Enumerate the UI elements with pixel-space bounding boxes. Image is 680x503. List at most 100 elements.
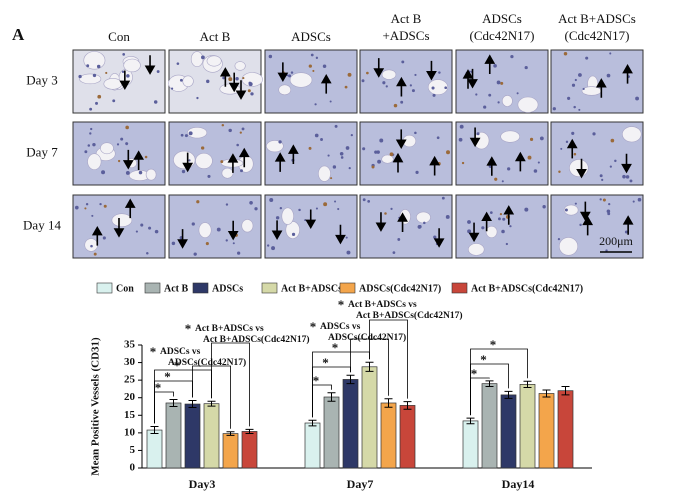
nucleus: [334, 200, 337, 203]
nucleus: [329, 100, 332, 103]
nucleus: [345, 146, 350, 150]
legend-label: Con: [116, 283, 134, 294]
nucleus: [606, 73, 611, 78]
nucleus: [573, 105, 576, 109]
nucleus: [288, 74, 292, 78]
significance-bracket: [369, 319, 408, 399]
tissue-cell: [241, 219, 254, 233]
nucleus: [103, 204, 107, 208]
nucleus: [92, 73, 97, 78]
nucleus: [509, 225, 512, 228]
nucleus: [112, 99, 116, 103]
arrow: [177, 229, 188, 249]
nucleus: [524, 207, 529, 212]
error-bar: [485, 380, 494, 387]
nucleus: [637, 197, 642, 202]
nucleus: [323, 202, 328, 207]
arrow: [119, 70, 131, 91]
nucleus: [350, 134, 353, 137]
nucleus: [558, 170, 561, 173]
nucleus: [483, 105, 487, 109]
nucleus: [475, 93, 478, 96]
nucleus: [601, 178, 604, 181]
legend-label: ADSCs(Cdc42N17): [359, 283, 441, 294]
bar: [165, 402, 182, 469]
nucleus: [392, 251, 396, 254]
tissue-cell: [278, 84, 292, 96]
tissue-cell: [266, 140, 284, 153]
nucleus: [389, 152, 394, 157]
nucleus: [467, 229, 472, 234]
nucleus: [614, 159, 617, 163]
nucleus: [154, 229, 159, 234]
error-bar: [327, 392, 336, 402]
nucleus: [476, 132, 480, 136]
x-tick-label: Day3: [189, 477, 216, 491]
arrow: [397, 212, 408, 232]
arrow: [395, 129, 407, 149]
arrow: [566, 138, 578, 159]
column-header: Con: [108, 29, 130, 44]
nucleus: [96, 64, 101, 69]
nucleus: [222, 76, 226, 80]
nucleus: [87, 144, 91, 147]
nucleus: [458, 137, 463, 142]
nucleus: [344, 85, 348, 89]
arrow: [621, 153, 632, 174]
nucleus: [507, 167, 511, 171]
legend-swatch: [261, 282, 278, 294]
tissue-cell: [79, 73, 102, 85]
arrow: [305, 209, 317, 230]
bar: [146, 429, 163, 469]
nucleus: [89, 132, 92, 135]
nucleus: [400, 100, 404, 104]
nucleus: [117, 159, 121, 163]
column-header: (Cdc42N17): [470, 28, 535, 43]
bar: [481, 383, 498, 469]
tissue-cell: [206, 55, 222, 67]
nucleus: [385, 85, 388, 88]
nucleus: [414, 73, 417, 76]
nucleus: [446, 150, 450, 155]
nucleus: [563, 51, 568, 56]
nucleus: [374, 150, 378, 154]
nucleus: [278, 140, 282, 144]
arrow: [124, 198, 136, 219]
nucleus: [371, 165, 375, 169]
nucleus: [629, 179, 633, 183]
nucleus: [334, 124, 338, 128]
annotation: ADSCs vs: [320, 322, 361, 332]
nucleus: [105, 71, 108, 75]
row-label: Day 14: [23, 217, 61, 232]
nucleus: [573, 152, 577, 156]
nucleus: [271, 246, 276, 251]
nucleus: [585, 56, 589, 60]
arrow: [396, 76, 407, 97]
y-tick-label: 25: [124, 374, 136, 386]
arrow: [133, 150, 145, 170]
nucleus: [624, 230, 628, 234]
arrow: [277, 62, 289, 82]
nucleus: [501, 229, 505, 234]
nucleus: [552, 107, 556, 111]
nucleus: [266, 244, 270, 247]
nucleus: [220, 160, 224, 164]
nucleus: [411, 89, 415, 93]
nucleus: [126, 74, 130, 78]
nucleus: [527, 155, 532, 160]
annotation: ADSCs vs: [160, 347, 201, 357]
annotation: Act B+ADSCs vs: [348, 300, 417, 310]
nucleus: [315, 56, 319, 60]
nucleus: [322, 64, 327, 69]
nucleus: [431, 86, 435, 90]
nucleus: [188, 159, 191, 162]
nucleus: [367, 199, 371, 203]
significance-bracket: [470, 348, 528, 416]
nucleus: [574, 78, 577, 82]
nucleus: [95, 101, 98, 105]
error-bar: [365, 361, 374, 372]
panel-label: A: [12, 25, 25, 44]
bar: [380, 402, 397, 469]
significance-star: *: [150, 344, 157, 359]
nucleus: [606, 209, 611, 214]
